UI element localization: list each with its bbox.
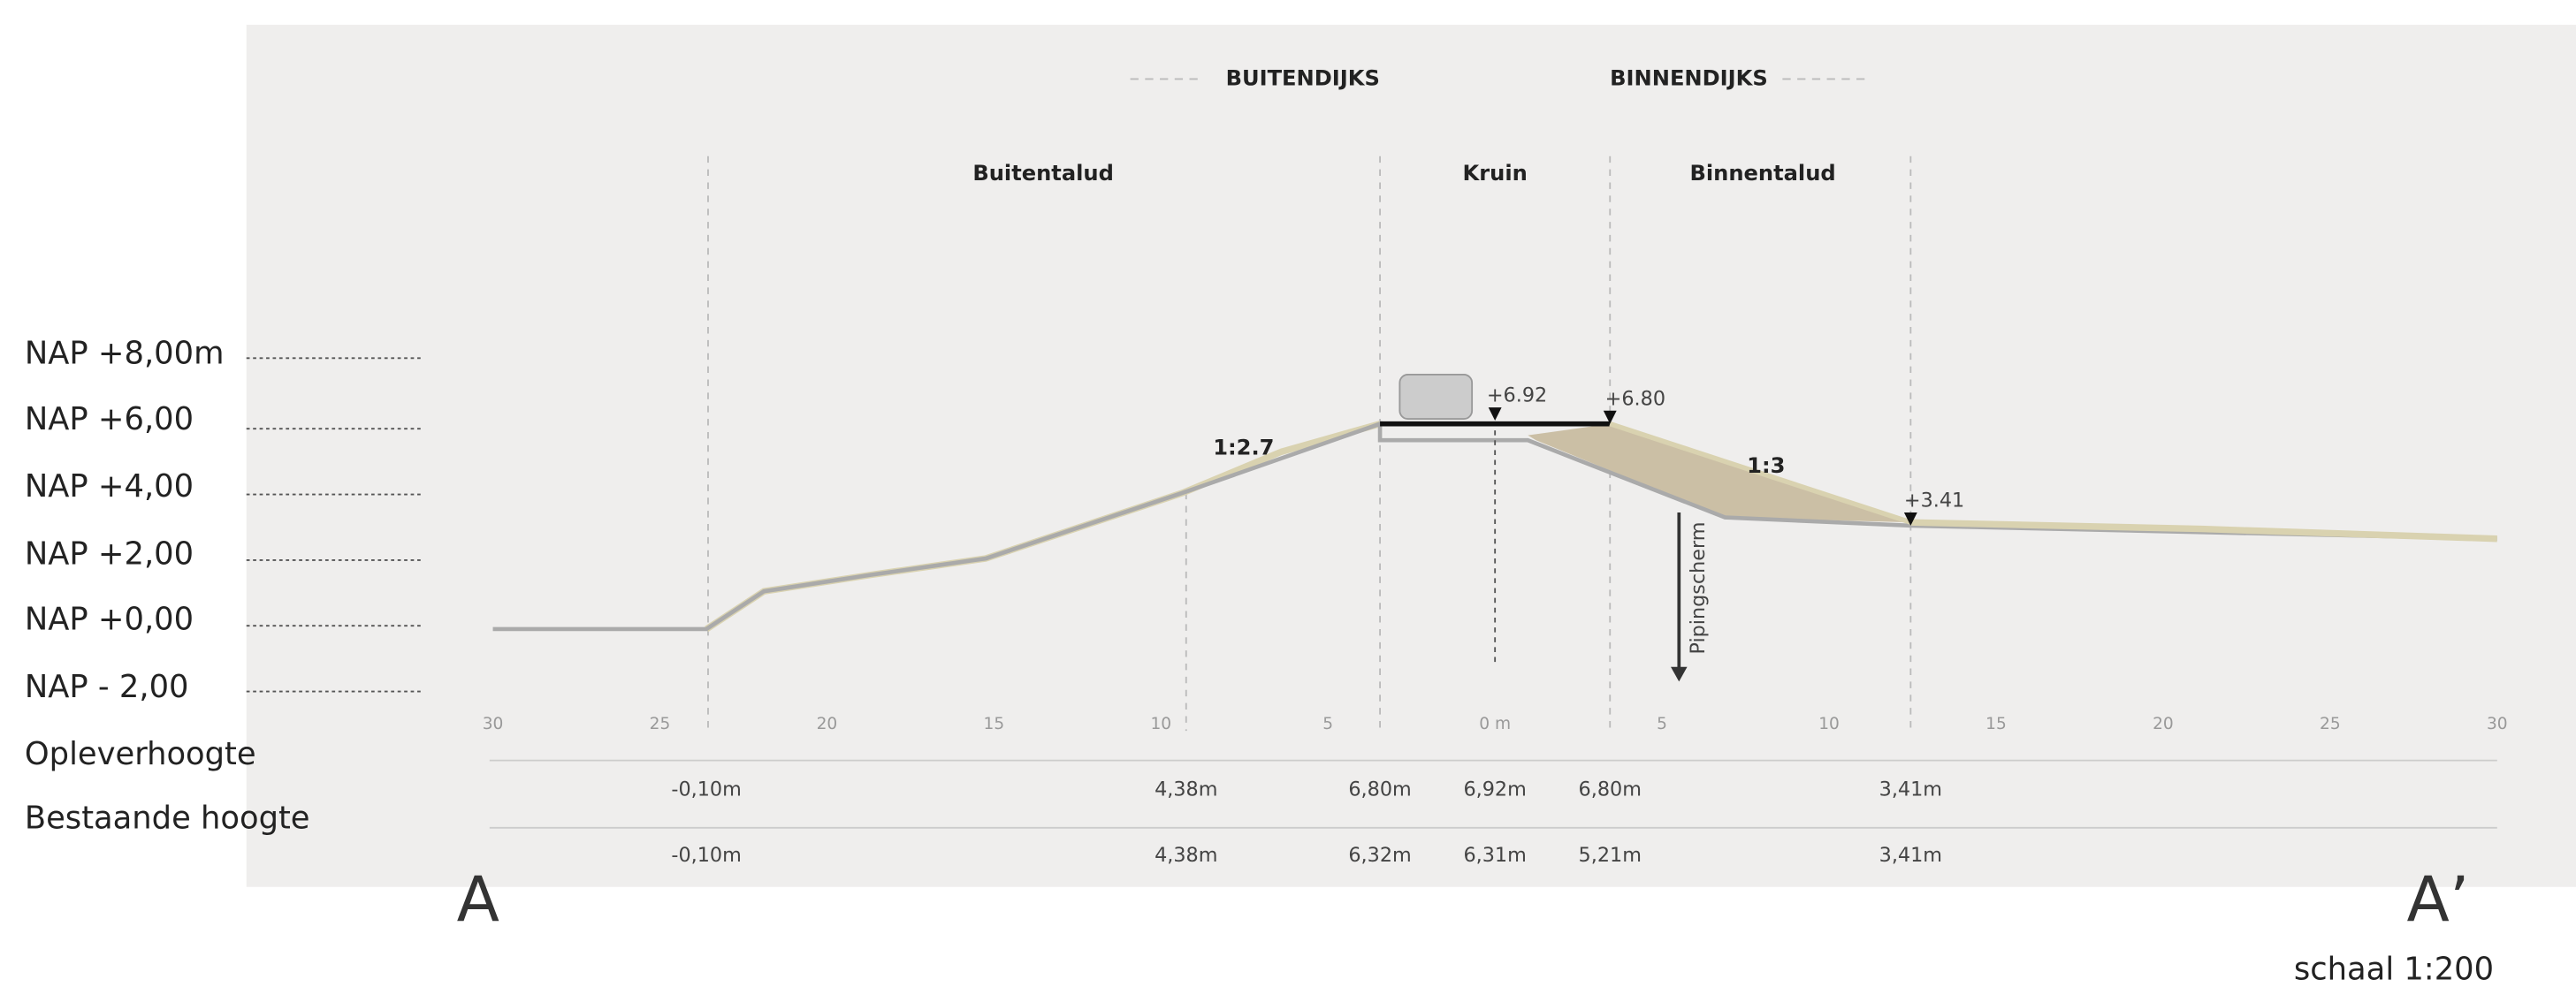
piping-label: Pipingscherm bbox=[1687, 521, 1710, 654]
height-value: -0,10m bbox=[671, 778, 741, 801]
inner-slope bbox=[1609, 421, 1912, 525]
distance-tick: 15 bbox=[984, 715, 1005, 733]
distance-tick: 15 bbox=[1985, 715, 2007, 733]
height-value: -0,10m bbox=[671, 844, 741, 867]
nap-labels: NAP +8,00m NAP +6,00 NAP +4,00 NAP +2,00 NAP… bbox=[25, 336, 225, 705]
height-value: 5,21m bbox=[1579, 844, 1642, 867]
distance-tick: 5 bbox=[1322, 715, 1333, 733]
level-marker: +3.41 bbox=[1904, 489, 1964, 512]
distance-tick: 25 bbox=[2320, 715, 2341, 733]
zone-dividers bbox=[707, 156, 1912, 732]
distance-tick: 20 bbox=[817, 715, 838, 733]
height-value: 6,80m bbox=[1579, 778, 1642, 801]
nap-label: NAP +8,00m bbox=[25, 336, 225, 372]
piping-arrow bbox=[1671, 666, 1688, 682]
distance-tick: 25 bbox=[650, 715, 671, 733]
level-marker: +6.80 bbox=[1605, 387, 1665, 410]
nap-label: NAP +0,00 bbox=[25, 602, 194, 638]
height-value: 6,31m bbox=[1463, 844, 1526, 867]
zone-label: Kruin bbox=[1463, 161, 1528, 186]
nap-label: NAP +6,00 bbox=[25, 401, 194, 437]
distance-tick: 10 bbox=[1150, 715, 1171, 733]
zone-label: Binnentalud bbox=[1689, 161, 1835, 186]
level-triangles bbox=[1488, 407, 1917, 526]
distance-ticks: 30 25 20 15 10 5 0 m 5 10 15 20 25 30 bbox=[483, 715, 2508, 733]
height-rows: -0,10m 4,38m 6,80m 6,92m 6,80m 3,41m -0,10m 4,3… bbox=[671, 778, 1942, 867]
distance-tick: 30 bbox=[2487, 715, 2508, 733]
hinterland bbox=[1910, 519, 2497, 543]
distance-tick: 20 bbox=[2153, 715, 2174, 733]
section-end: A’ bbox=[2407, 862, 2470, 936]
slope-label: 1:3 bbox=[1747, 453, 1785, 478]
distance-tick: 30 bbox=[483, 715, 504, 733]
slope-label: 1:2.7 bbox=[1213, 436, 1274, 460]
nap-label: NAP +2,00 bbox=[25, 535, 194, 572]
height-value: 6,92m bbox=[1463, 778, 1526, 801]
scale-label: schaal 1:200 bbox=[2294, 952, 2494, 988]
fill-inner bbox=[1528, 423, 1911, 523]
panel bbox=[246, 25, 2576, 887]
car-icon bbox=[1399, 373, 1474, 421]
height-value: 4,38m bbox=[1155, 778, 1217, 801]
distance-tick: 5 bbox=[1657, 715, 1667, 733]
existing-profile bbox=[492, 421, 2497, 632]
level-marker: +6.92 bbox=[1487, 384, 1547, 407]
nap-label: NAP +4,00 bbox=[25, 468, 194, 505]
row-label: Opleverhoogte bbox=[25, 736, 256, 772]
nap-lines bbox=[246, 357, 424, 693]
height-value: 6,80m bbox=[1348, 778, 1411, 801]
distance-tick: 0 m bbox=[1479, 715, 1511, 733]
outside-label: BUITENDIJKS bbox=[1226, 65, 1380, 90]
height-value: 3,41m bbox=[1879, 844, 1942, 867]
distance-tick: 10 bbox=[1818, 715, 1840, 733]
inside-label: BINNENDIJKS bbox=[1610, 65, 1768, 90]
height-value: 4,38m bbox=[1155, 844, 1217, 867]
zone-label: Buitentalud bbox=[972, 161, 1114, 186]
height-value: 6,32m bbox=[1348, 844, 1411, 867]
row-label: Bestaande hoogte bbox=[25, 801, 310, 837]
nap-label: NAP - 2,00 bbox=[25, 669, 189, 705]
height-value: 3,41m bbox=[1879, 778, 1942, 801]
section-start: A bbox=[457, 862, 499, 936]
